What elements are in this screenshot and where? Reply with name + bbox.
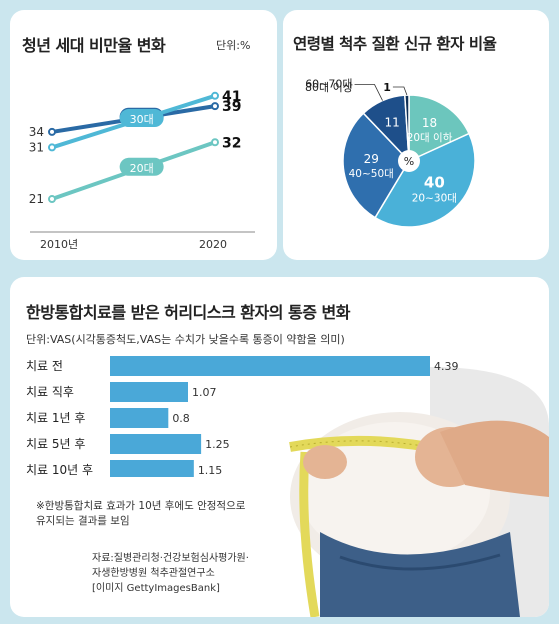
outside-category-label: 80대 이상 (305, 81, 353, 94)
footnote-line2: 유지되는 결과를 보임 (36, 515, 130, 527)
slice-value-label: 29 (364, 152, 379, 166)
end-value-label: 41 (222, 89, 241, 105)
bar-value-label: 1.15 (198, 464, 223, 477)
outside-value-label: 1 (383, 81, 391, 94)
end-value-label: 32 (222, 135, 241, 151)
pie-center-hole (398, 150, 420, 172)
x-tick-label: 2020 (199, 238, 227, 251)
bar-chart-svg: 치료 전 4.39 치료 직후 1.07 치료 1년 후 0.8 치료 5년 후 1.25 치료… (26, 356, 459, 477)
data-point (48, 143, 56, 152)
x-tick-label: 2010년 (40, 238, 78, 251)
outside-category-label: 60~70대 (305, 78, 352, 91)
leader-line (392, 86, 408, 96)
spine-pie-chart-panel: 연령별 척추 질환 신규 환자 비율 % 18 20대 이하 40 20~30대 29 40… (283, 10, 549, 260)
line-chart-title: 청년 세대 비만율 변화 (22, 36, 166, 55)
bar (110, 460, 194, 477)
bar-chart-title: 한방통합치료를 받은 허리디스크 환자의 통증 변화 (26, 303, 350, 322)
pie-center-label: % (404, 155, 414, 168)
slice-value-label: 40 (424, 173, 445, 191)
pie-chart-title: 연령별 척추 질환 신규 환자 비율 (293, 35, 497, 53)
pie-slice (374, 132, 476, 228)
source-line2: 자생한방병원 척추관절연구소 (92, 568, 215, 579)
data-point (211, 91, 219, 100)
bar-value-label: 4.39 (434, 360, 459, 373)
bar-category-label: 치료 10년 후 (26, 463, 93, 477)
line-chart-unit: 단위:% (216, 39, 251, 52)
bar-category-label: 치료 1년 후 (26, 411, 85, 425)
slice-category-label: 20대 이하 (407, 131, 453, 144)
end-value-label: 39 (222, 99, 241, 115)
pie-slice (408, 94, 471, 163)
slice-category-label: 40~50대 (349, 168, 394, 180)
slice-value-label: 11 (385, 116, 400, 130)
source-line3: [이미지 GettyImagesBank] (92, 583, 220, 594)
pie-slice (404, 94, 410, 162)
start-value-label: 34 (29, 125, 44, 139)
bar (110, 408, 169, 428)
bar-chart-subtitle: 단위:VAS(시각통증척도,VAS는 수치가 낮을수록 통증이 약함을 의미) (26, 333, 345, 346)
source-line1: 자료:질병관리청·건강보험심사평가원· (92, 553, 249, 564)
bar (110, 356, 430, 376)
data-point (211, 138, 219, 147)
line-chart-svg: 2010년2020343940대314130대213220대 (29, 89, 255, 251)
series-name-pill (119, 157, 164, 176)
pie-slice (342, 112, 410, 219)
leader-line (354, 84, 383, 101)
series-name-label: 20대 (130, 162, 154, 175)
obesity-line-chart-panel: 청년 세대 비만율 변화 단위:% 2010년2020343940대314130… (10, 10, 277, 260)
bar-category-label: 치료 5년 후 (26, 437, 85, 451)
bar-value-label: 1.07 (192, 386, 217, 399)
series-name-pill (119, 109, 164, 128)
data-point (211, 102, 219, 111)
data-point (48, 127, 56, 136)
start-value-label: 31 (29, 140, 44, 154)
slice-value-label: 18 (422, 116, 437, 130)
bar-value-label: 1.25 (205, 438, 230, 451)
bar (110, 382, 188, 402)
start-value-label: 21 (29, 192, 44, 206)
pain-bar-chart-panel: 한방통합치료를 받은 허리디스크 환자의 통증 변화 단위:VAS(시각통증척도… (10, 277, 549, 617)
series-name-label: 30대 (130, 113, 154, 126)
bar-category-label: 치료 전 (26, 359, 63, 373)
bar-value-label: 0.8 (172, 412, 190, 425)
slice-category-label: 20~30대 (412, 192, 457, 204)
bar-category-label: 치료 직후 (26, 385, 74, 399)
belly-measure-illustration (280, 367, 549, 617)
footnote-line1: ※한방통합치료 효과가 10년 후에도 안정적으로 (36, 500, 246, 512)
data-point (48, 195, 56, 204)
bar (110, 434, 202, 454)
